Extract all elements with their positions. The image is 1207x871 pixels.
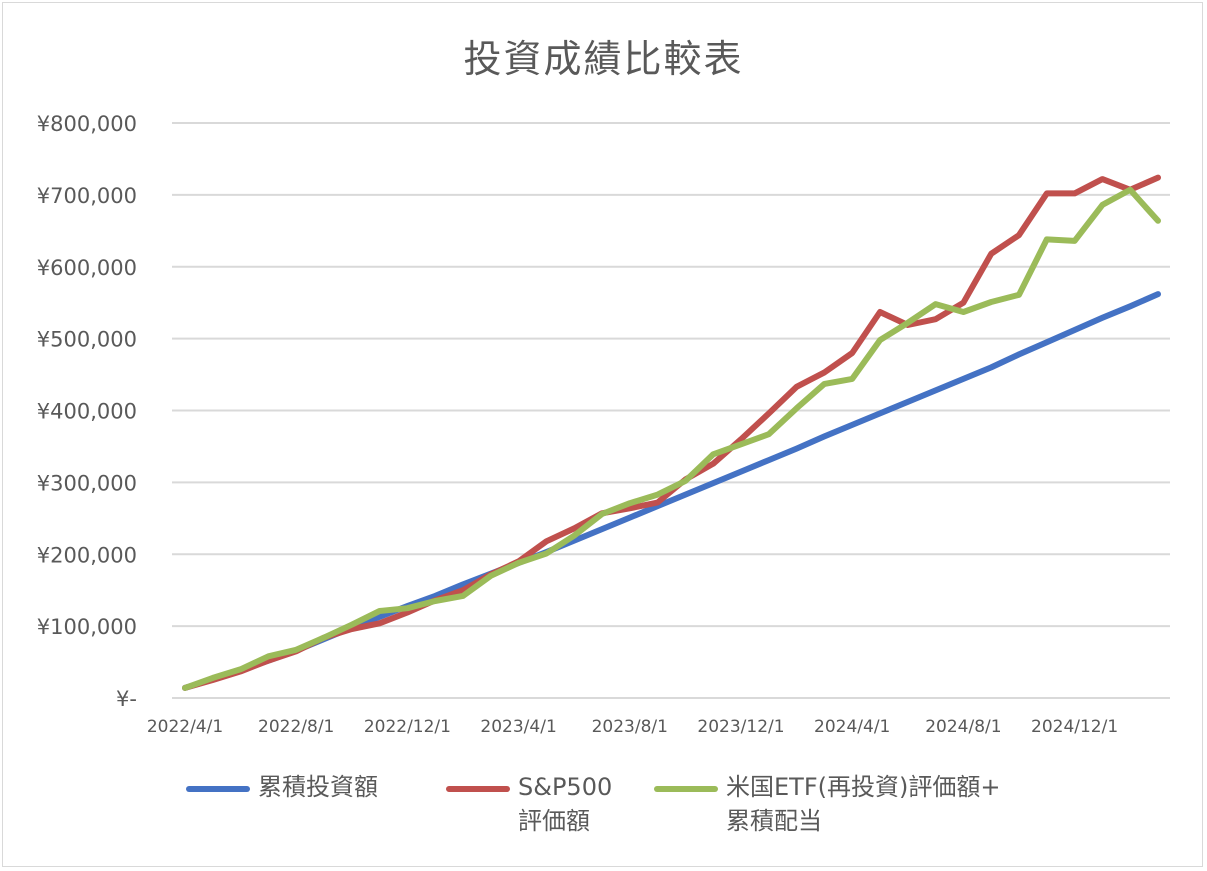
x-tick-label: 2024/8/1 [925,717,1001,737]
chart-title: 投資成績比較表 [463,37,744,81]
gridlines [172,122,1170,699]
y-tick-label: ¥600,000 [37,256,137,280]
legend-label: 累積投資額 [258,773,378,801]
legend-item-us-etf: 米国ETF(再投資)評価額+ 累積配当 [654,770,1000,838]
legend-item-sp500: S&P500 評価額 [446,770,612,838]
legend-item-cumulative-investment: 累積投資額 [186,770,378,804]
x-tick-label: 2022/8/1 [258,717,334,737]
y-tick-label: ¥500,000 [37,328,137,352]
x-tick-label: 2024/4/1 [814,717,890,737]
series-line-1 [182,174,1161,691]
chart-legend: 累積投資額 S&P500 評価額 米国ETF(再投資)評価額+ 累積配当 [0,770,1207,850]
x-tick-label: 2023/8/1 [592,717,668,737]
y-tick-label: ¥300,000 [37,471,137,495]
y-tick-label: ¥200,000 [37,543,137,567]
y-tick-label: ¥700,000 [37,184,137,208]
x-tick-label: 2023/12/1 [697,717,784,737]
x-tick-label: 2024/12/1 [1031,717,1118,737]
y-axis-ticks: ¥- ¥100,000 ¥200,000 ¥300,000 ¥400,000 ¥500,0… [37,112,137,711]
series-line-2 [182,186,1161,691]
x-axis-ticks: 2022/4/1 2022/8/1 2022/12/1 2023/4/1 2023/8/… [147,717,1118,737]
legend-label: 米国ETF(再投資)評価額+ 累積配当 [726,773,1001,835]
x-tick-label: 2023/4/1 [480,717,556,737]
y-tick-label: ¥400,000 [37,400,137,424]
y-tick-label: ¥- [116,687,137,711]
legend-swatch [446,786,510,792]
legend-swatch [654,786,718,792]
series-lines [182,174,1161,691]
x-tick-label: 2022/4/1 [147,717,223,737]
legend-label: S&P500 評価額 [518,773,613,835]
y-tick-label: ¥100,000 [37,615,137,639]
legend-swatch [186,786,250,792]
x-tick-label: 2022/12/1 [364,717,451,737]
y-tick-label: ¥800,000 [37,112,137,136]
